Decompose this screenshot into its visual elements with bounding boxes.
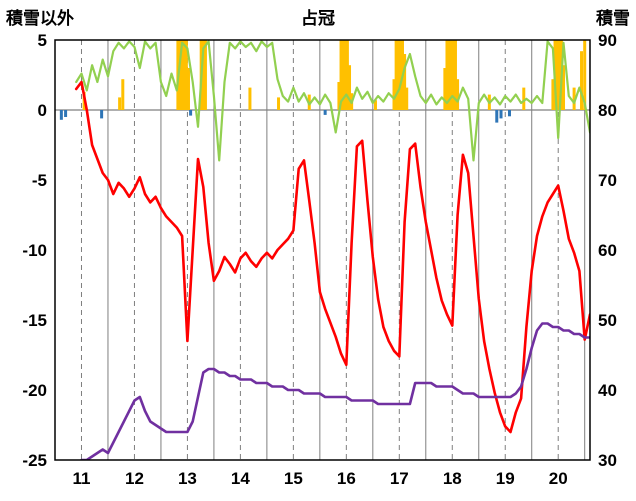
right-tick-label: 40	[598, 381, 617, 400]
x-tick-label: 13	[178, 469, 197, 488]
left-axis-title: 積雪以外	[6, 9, 74, 28]
right-tick-label: 30	[598, 451, 617, 470]
green-line	[75, 40, 590, 162]
right-tick-label: 90	[598, 31, 617, 50]
x-tick-label: 11	[72, 469, 90, 488]
x-tick-label: 20	[549, 469, 568, 488]
right-tick-label: 70	[598, 171, 617, 190]
right-tick-label: 50	[598, 311, 617, 330]
gridlines	[55, 40, 590, 460]
plot-border	[54, 39, 591, 461]
chart-title: 占冠	[301, 9, 335, 28]
right-tick-label: 60	[598, 241, 617, 260]
x-tick-label: 16	[337, 469, 356, 488]
x-tick-label: 19	[496, 469, 515, 488]
right-tick-label: 80	[598, 101, 617, 120]
right-axis-title: 積雪	[596, 9, 630, 28]
purple-line	[80, 322, 590, 460]
left-tick-label: -20	[22, 381, 47, 400]
left-tick-label: 0	[38, 101, 47, 120]
left-tick-label: -10	[22, 241, 47, 260]
x-tick-label: 12	[125, 469, 144, 488]
left-tick-label: -25	[22, 451, 47, 470]
plot-area	[59, 40, 590, 460]
blue-bars	[59, 110, 511, 123]
left-tick-label: 5	[38, 31, 47, 50]
x-tick-label: 17	[390, 469, 409, 488]
left-tick-label: -5	[32, 171, 47, 190]
red-line	[74, 80, 590, 434]
x-tick-label: 18	[443, 469, 462, 488]
x-tick-label: 15	[284, 469, 303, 488]
left-tick-label: -15	[22, 311, 47, 330]
orange-bars	[82, 40, 587, 110]
x-tick-label: 14	[231, 469, 250, 488]
